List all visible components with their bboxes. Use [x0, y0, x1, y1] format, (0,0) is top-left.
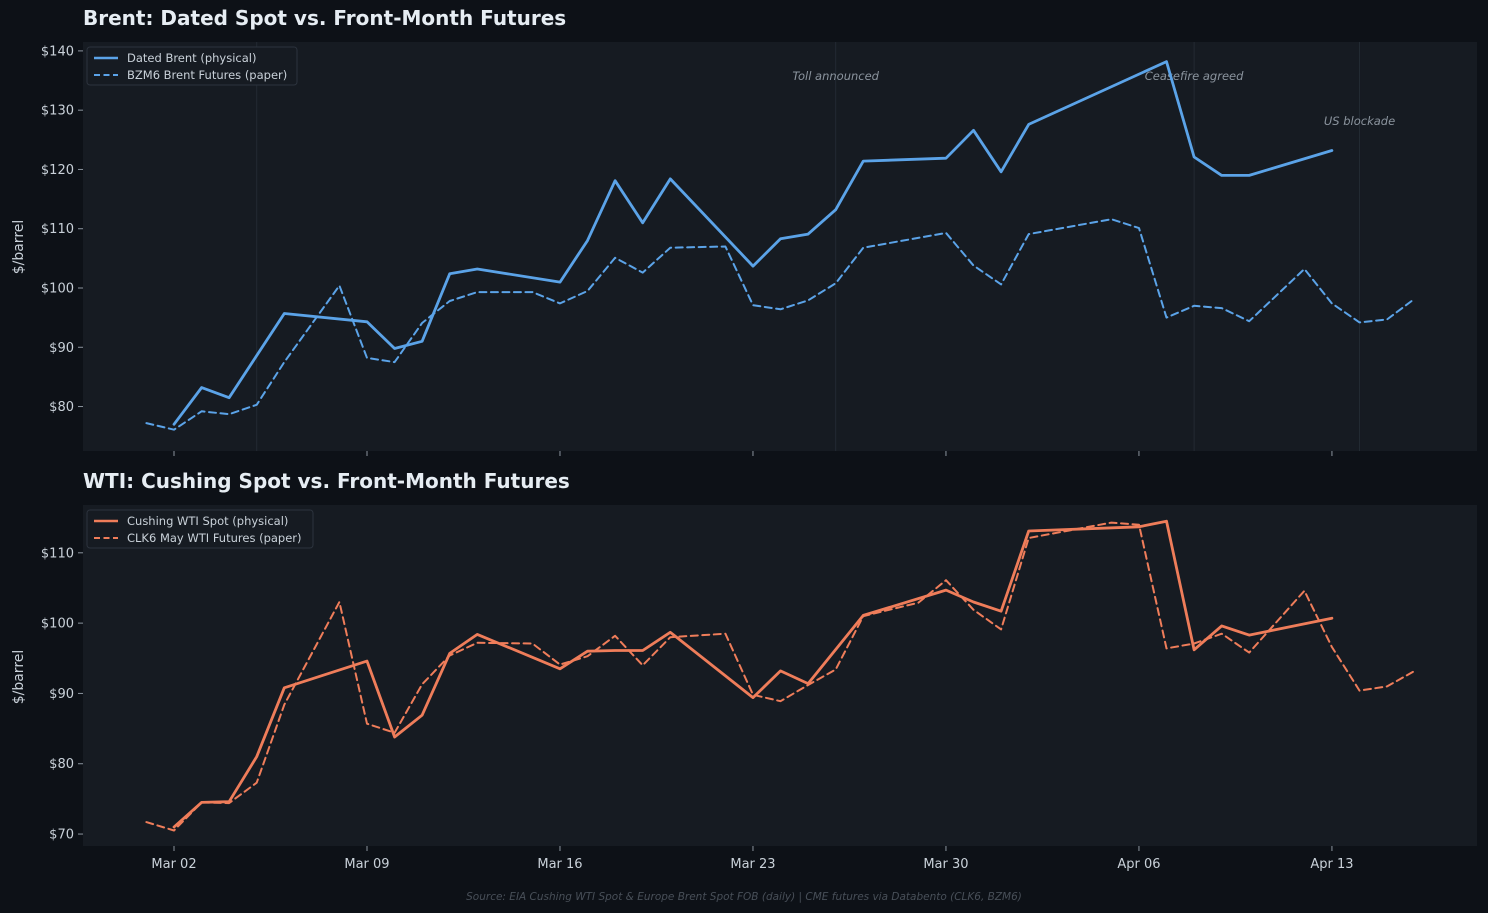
brent-legend-label-futures: BZM6 Brent Futures (paper)	[127, 68, 287, 82]
x-tick-label: Mar 09	[344, 857, 389, 872]
brent-futures-line	[145, 218, 1416, 431]
wti-legend-label-spot: Cushing WTI Spot (physical)	[127, 514, 288, 528]
brent-y-tick-label: $110	[41, 222, 74, 237]
brent-y-tick-label: $120	[41, 163, 74, 178]
wti-chart-title: WTI: Cushing Spot vs. Front-Month Future…	[83, 469, 570, 493]
wti-y-tick-label: $70	[49, 828, 74, 843]
brent-event-annotation: Ceasefire agreed	[1145, 69, 1244, 83]
wti-y-tick-label: $100	[41, 617, 74, 632]
wti-y-tick-label: $90	[49, 687, 74, 702]
brent-y-tick-label: $140	[41, 44, 74, 59]
brent-chart-title: Brent: Dated Spot vs. Front-Month Future…	[83, 6, 566, 30]
brent-y-axis-label: $/barrel	[11, 220, 27, 275]
brent-y-tick-label: $130	[41, 104, 74, 119]
brent-event-annotation: Toll announced	[792, 69, 879, 83]
wti-plot-area	[83, 505, 1477, 846]
brent-y-tick-label: $80	[49, 400, 74, 415]
wti-legend: Cushing WTI Spot (physical) CLK6 May WTI…	[86, 509, 314, 549]
wti-legend-label-futures: CLK6 May WTI Futures (paper)	[127, 531, 302, 545]
x-tick-label: Mar 02	[151, 857, 196, 872]
brent-y-tick-label: $100	[41, 281, 74, 296]
brent-legend: Dated Brent (physical) BZM6 Brent Future…	[86, 46, 298, 86]
brent-legend-label-spot: Dated Brent (physical)	[127, 51, 256, 65]
x-tick-label: Apr 13	[1310, 857, 1353, 872]
wti-y-axis-label: $/barrel	[11, 650, 27, 705]
source-note: Source: EIA Cushing WTI Spot & Europe Br…	[466, 891, 1022, 903]
wti-spot-line	[172, 519, 1334, 829]
wti-futures-line	[145, 521, 1416, 832]
brent-spot-line	[172, 60, 1334, 426]
brent-plot-area	[83, 42, 1477, 451]
x-tick-label: Mar 23	[730, 857, 775, 872]
x-tick-label: Mar 16	[537, 857, 582, 872]
wti-y-tick-label: $80	[49, 757, 74, 772]
x-tick-label: Apr 06	[1117, 857, 1160, 872]
wti-y-tick-label: $110	[41, 546, 74, 561]
brent-event-annotation: US blockade	[1324, 114, 1395, 128]
x-tick-label: Mar 30	[923, 857, 968, 872]
brent-y-tick-label: $90	[49, 341, 74, 356]
